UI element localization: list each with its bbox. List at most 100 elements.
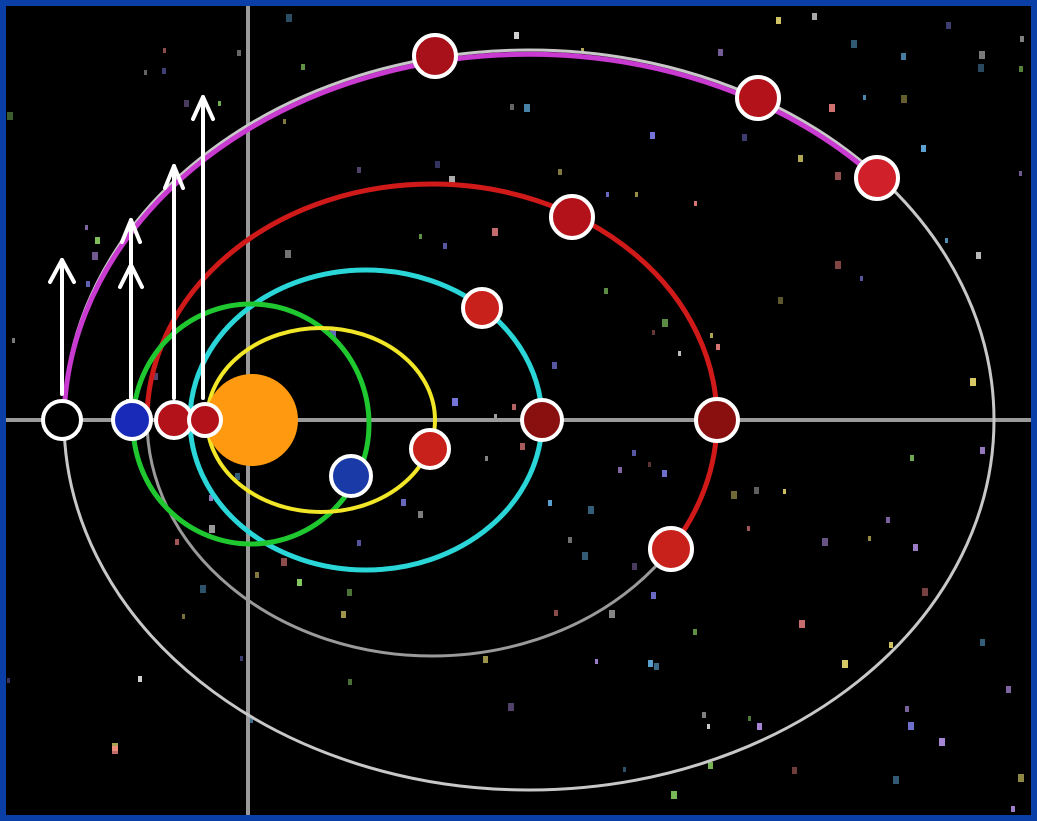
star (240, 656, 243, 661)
star (285, 250, 291, 258)
star (112, 746, 118, 754)
star (554, 610, 558, 616)
star (508, 703, 514, 711)
star (868, 536, 871, 541)
star (200, 585, 206, 593)
star (595, 659, 598, 664)
star (707, 724, 710, 729)
body-magenta-orbit-top (412, 33, 458, 79)
star (1019, 66, 1023, 72)
star (651, 592, 656, 599)
star (901, 95, 907, 103)
star-field (7, 13, 1024, 812)
star (650, 132, 655, 139)
body-start-red-2 (187, 402, 223, 438)
star (7, 112, 13, 120)
star (742, 134, 747, 141)
star (452, 398, 458, 406)
star (921, 145, 926, 152)
star (449, 176, 455, 184)
star (694, 201, 697, 206)
star (678, 351, 681, 356)
star (7, 678, 10, 683)
star (1018, 774, 1024, 782)
body-start-empty (41, 399, 83, 441)
star (357, 540, 361, 546)
star (582, 552, 588, 560)
star (835, 261, 841, 269)
star (970, 378, 976, 386)
star (829, 104, 835, 112)
star (798, 155, 803, 162)
star (922, 588, 928, 596)
star (835, 172, 841, 180)
star (893, 776, 899, 784)
star (301, 64, 305, 70)
star (783, 489, 786, 494)
star (618, 467, 622, 473)
star (95, 237, 100, 244)
star (913, 544, 918, 551)
star (980, 639, 985, 646)
body-red-orbit-bottom (648, 526, 694, 572)
star (581, 48, 584, 53)
star (1020, 36, 1024, 42)
star (558, 169, 562, 175)
star (492, 228, 498, 236)
star (237, 50, 241, 56)
star (255, 572, 259, 578)
body-magenta-orbit-right (735, 75, 781, 121)
star (283, 119, 286, 124)
star (718, 49, 723, 56)
body-cyan-aphelion (520, 398, 564, 442)
launch-arrow-4 (191, 95, 215, 400)
star (235, 473, 240, 480)
star (606, 192, 609, 197)
star (910, 455, 914, 461)
star (860, 276, 863, 281)
star (980, 447, 985, 454)
star (978, 64, 984, 72)
star (945, 238, 948, 243)
star (648, 462, 651, 467)
star (979, 51, 985, 59)
star (281, 558, 287, 566)
star (248, 716, 253, 723)
star (514, 32, 519, 39)
star (297, 579, 302, 586)
star (604, 288, 608, 294)
star (552, 362, 557, 369)
star (218, 101, 221, 106)
star (144, 70, 147, 75)
star (946, 22, 951, 29)
star (419, 234, 422, 239)
star (901, 53, 906, 60)
star (747, 526, 750, 531)
star (693, 629, 697, 635)
star (520, 443, 525, 450)
star (92, 252, 98, 260)
star (702, 712, 706, 718)
star (209, 495, 213, 501)
star (662, 470, 667, 477)
body-magenta-orbit-end (854, 155, 900, 201)
star (418, 511, 423, 518)
launch-arrow-2 (118, 218, 144, 400)
body-red-aphelion (694, 397, 740, 443)
star (341, 611, 346, 618)
star (443, 243, 447, 249)
launch-arrow-3 (163, 164, 185, 400)
star (939, 738, 945, 746)
star (812, 13, 817, 20)
star (512, 404, 516, 410)
star (648, 660, 653, 667)
star (886, 517, 890, 523)
orbit-red-arc (144, 181, 720, 553)
star (976, 252, 981, 259)
star (182, 614, 185, 619)
star (1011, 806, 1015, 812)
star (163, 48, 166, 53)
star (908, 722, 914, 730)
star (652, 330, 655, 335)
